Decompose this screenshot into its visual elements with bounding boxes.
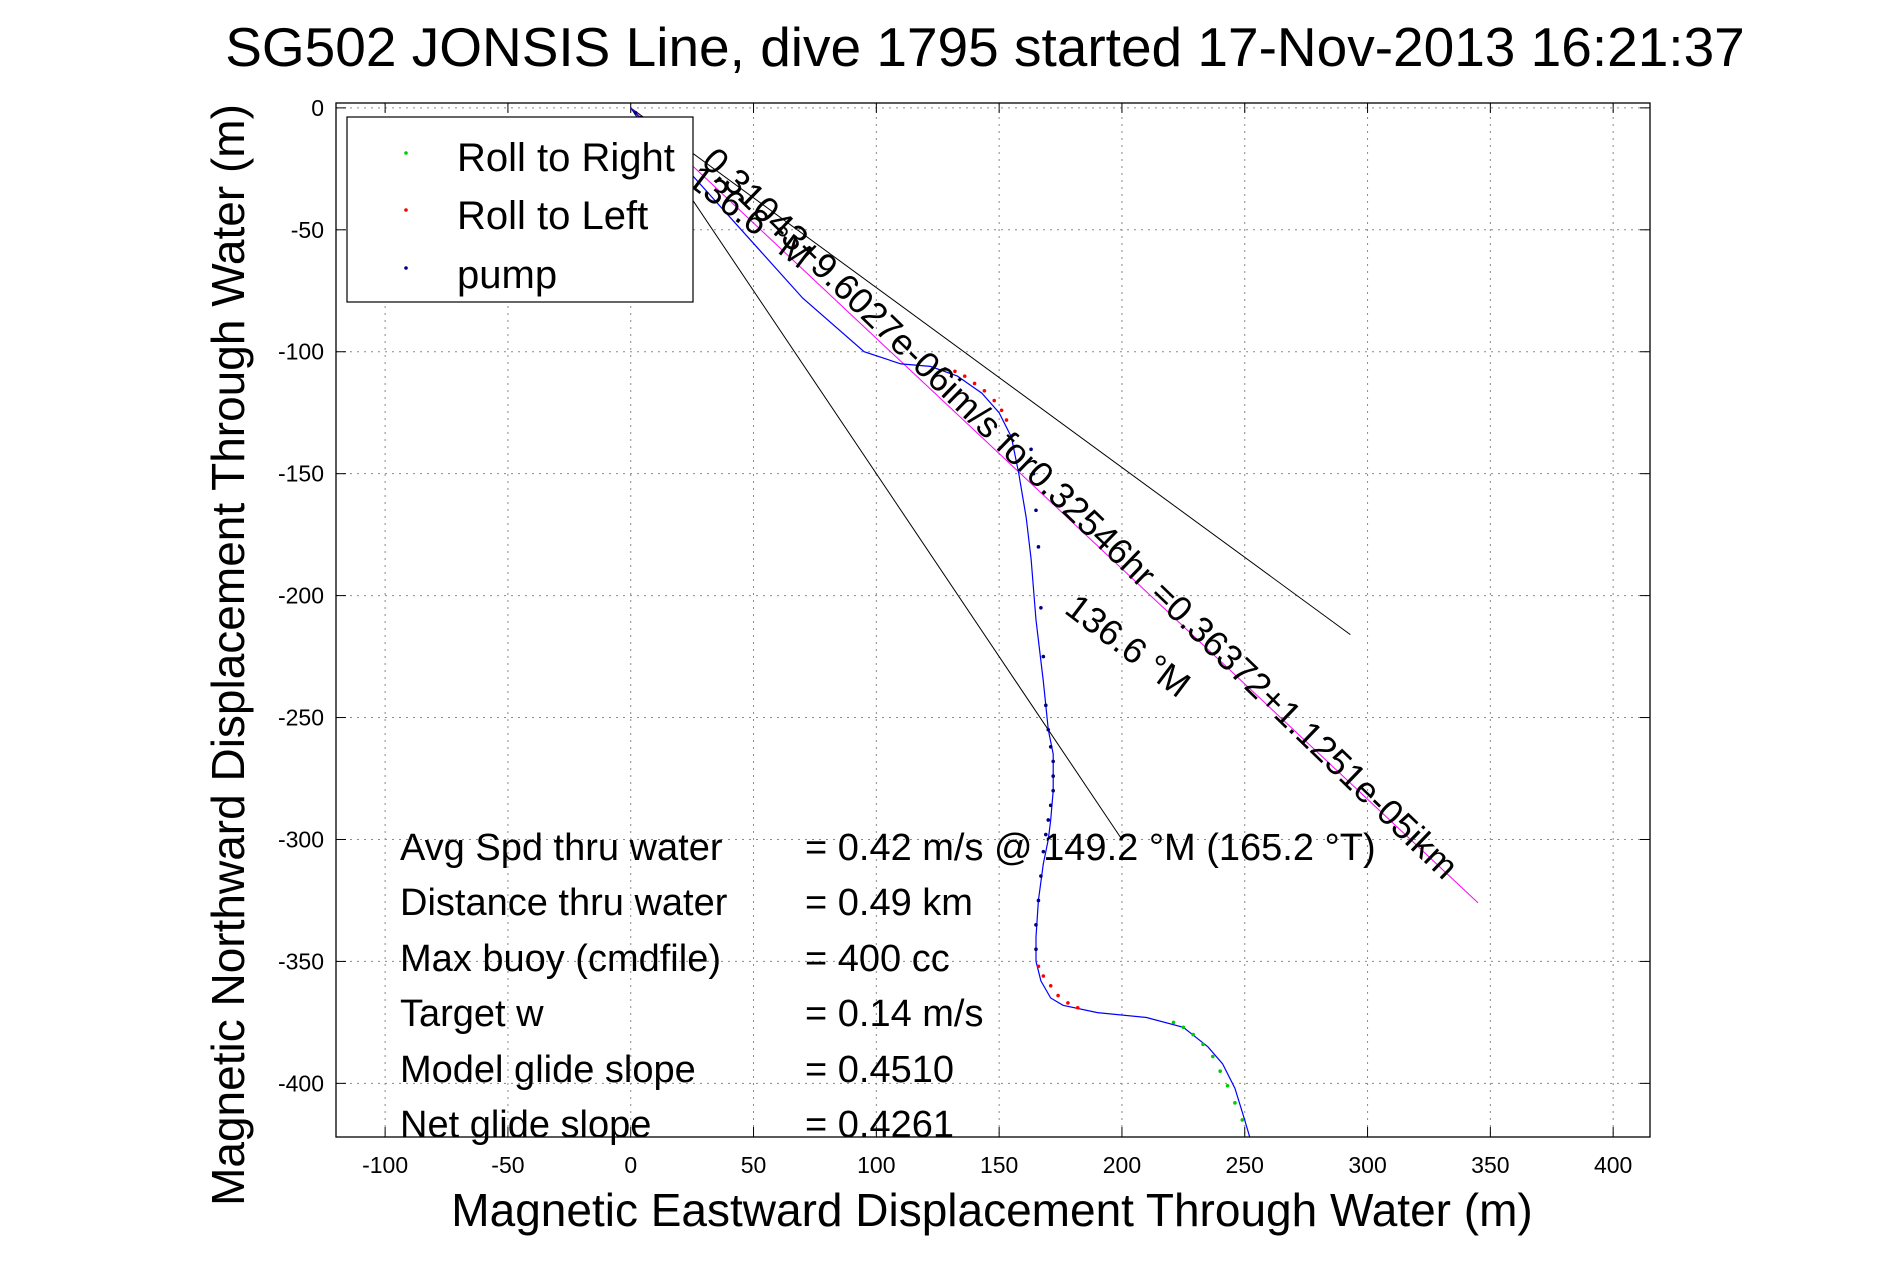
stat-value-distance: = 0.49 km — [805, 882, 973, 924]
data-series — [630, 107, 1479, 1138]
roll-left-point — [953, 369, 957, 374]
glider-track-line — [630, 107, 1251, 1138]
legend-marker-pump — [404, 266, 408, 270]
plot-area: -100 -50 0 50 100 150 200 250 300 350 400 0-50-100… — [278, 95, 1651, 1178]
heading-line — [630, 107, 1479, 904]
roll-left-point — [1048, 984, 1053, 988]
stats-block: Avg Spd thru water = 0.42 m/s @ 149.2 °M… — [400, 827, 1376, 1146]
legend: Roll to Right Roll to Left pump — [346, 116, 694, 303]
x-tick-label: 400 — [1594, 1152, 1632, 1178]
x-tick-label: 0 — [624, 1152, 637, 1178]
legend-label-roll-left: Roll to Left — [457, 194, 648, 238]
y-tick-label: -300 — [278, 826, 324, 852]
y-axis-ticks: 0 -50 -100 -150 -200 -250 -300 -350 -400 — [278, 95, 1650, 1096]
legend-label-pump: pump — [457, 253, 557, 297]
roll-right-point — [1211, 1054, 1215, 1059]
cone-line-0 — [630, 107, 1351, 636]
x-tick-label: 250 — [1226, 1152, 1264, 1178]
stat-value-net-glide: = 0.4261 — [805, 1104, 954, 1146]
y-tick-label: -250 — [278, 705, 324, 731]
y-tick-label: -50 — [291, 217, 324, 243]
x-tick-label: -50 — [491, 1152, 524, 1178]
roll-left-point — [999, 408, 1004, 413]
x-tick-label: 200 — [1103, 1152, 1141, 1178]
y-tick-label: -400 — [278, 1070, 324, 1096]
pump-point — [1051, 774, 1055, 778]
roll-left-point — [972, 381, 977, 386]
roll-right-point — [1191, 1032, 1195, 1037]
stat-label-max-buoy: Max buoy (cmdfile) — [400, 938, 721, 980]
annotation-speed: 0.31043+9.6027e-06im/s for0.32546hr =0.3… — [694, 139, 1466, 887]
pump-point — [633, 110, 638, 115]
pump-point — [1044, 832, 1048, 837]
y-tick-label: 0 — [311, 95, 324, 121]
y-tick-label: -150 — [278, 461, 324, 487]
roll-left-point — [982, 388, 987, 393]
roll-left-point — [1056, 993, 1060, 998]
pump-point — [1034, 923, 1038, 927]
roll-right-point — [1171, 1020, 1176, 1025]
x-tick-label: 150 — [980, 1152, 1018, 1178]
pump-point — [1036, 545, 1041, 549]
roll-left-point — [992, 398, 997, 403]
roll-right-point — [1201, 1042, 1205, 1047]
pump-point — [1029, 447, 1033, 452]
roll-left-point — [1004, 418, 1009, 422]
stat-label-avg-speed: Avg Spd thru water — [400, 827, 723, 869]
legend-marker-roll-left — [404, 208, 408, 212]
roll-left-point — [962, 374, 967, 378]
stat-value-max-buoy: = 400 cc — [805, 938, 950, 980]
stat-value-target-w: = 0.14 m/s — [805, 993, 983, 1035]
chart-title: SG502 JONSIS Line, dive 1795 started 17-… — [225, 16, 1745, 78]
legend-label-roll-right: Roll to Right — [457, 136, 675, 180]
y-tick-label: -350 — [278, 948, 324, 974]
stat-value-avg-speed: = 0.42 m/s @ 149.2 °M (165.2 °T) — [805, 827, 1376, 869]
x-tick-label: 350 — [1471, 1152, 1509, 1178]
stat-label-model-glide: Model glide slope — [400, 1049, 696, 1091]
stat-label-distance: Distance thru water — [400, 882, 728, 924]
speed-label: 0.31043+9.6027e-06im/s for0.32546hr =0.3… — [694, 139, 1466, 887]
pump-point — [1039, 874, 1043, 878]
roll-right-point — [1233, 1101, 1237, 1105]
roll-left-point — [1036, 964, 1041, 969]
x-tick-label: 50 — [741, 1152, 767, 1178]
roll-right-point — [1240, 1118, 1245, 1122]
roll-left-point — [943, 367, 947, 371]
y-tick-label: -100 — [278, 339, 324, 365]
x-tick-label: -100 — [362, 1152, 408, 1178]
roll-left-point — [1041, 974, 1046, 978]
y-axis-label: Magnetic Northward Displacement Through … — [202, 104, 254, 1206]
legend-marker-roll-right — [404, 151, 408, 155]
pump-point — [1034, 947, 1038, 952]
y-tick-label: -200 — [278, 583, 324, 609]
pump-point — [1048, 745, 1053, 749]
x-axis-ticks: -100 -50 0 50 100 150 200 250 300 350 400 — [362, 103, 1632, 1178]
pump-point — [1031, 471, 1036, 476]
pump-point — [1051, 759, 1055, 764]
pump-point — [1039, 606, 1043, 610]
cone-line-1 — [630, 107, 1123, 840]
pump-point — [1041, 849, 1046, 854]
stat-value-model-glide: = 0.4510 — [805, 1049, 954, 1091]
roll-right-point — [1181, 1025, 1186, 1030]
x-tick-label: 300 — [1348, 1152, 1386, 1178]
stat-label-target-w: Target w — [400, 993, 544, 1035]
plot-frame — [335, 102, 1651, 1138]
roll-left-point — [1066, 1001, 1070, 1005]
roll-left-point — [1075, 1005, 1080, 1010]
x-axis-label: Magnetic Eastward Displacement Through W… — [451, 1184, 1532, 1236]
roll-right-point — [1225, 1083, 1230, 1088]
pump-point — [1036, 898, 1041, 903]
stat-label-net-glide: Net glide slope — [400, 1104, 651, 1146]
pump-point — [1046, 818, 1051, 822]
pump-point — [1046, 727, 1051, 732]
roll-right-point — [1218, 1069, 1222, 1073]
pump-point — [1048, 803, 1053, 808]
pump-point — [1051, 788, 1055, 793]
pump-point — [1034, 508, 1038, 513]
pump-point — [1044, 703, 1048, 708]
pump-point — [1041, 654, 1046, 659]
x-tick-label: 100 — [857, 1152, 895, 1178]
